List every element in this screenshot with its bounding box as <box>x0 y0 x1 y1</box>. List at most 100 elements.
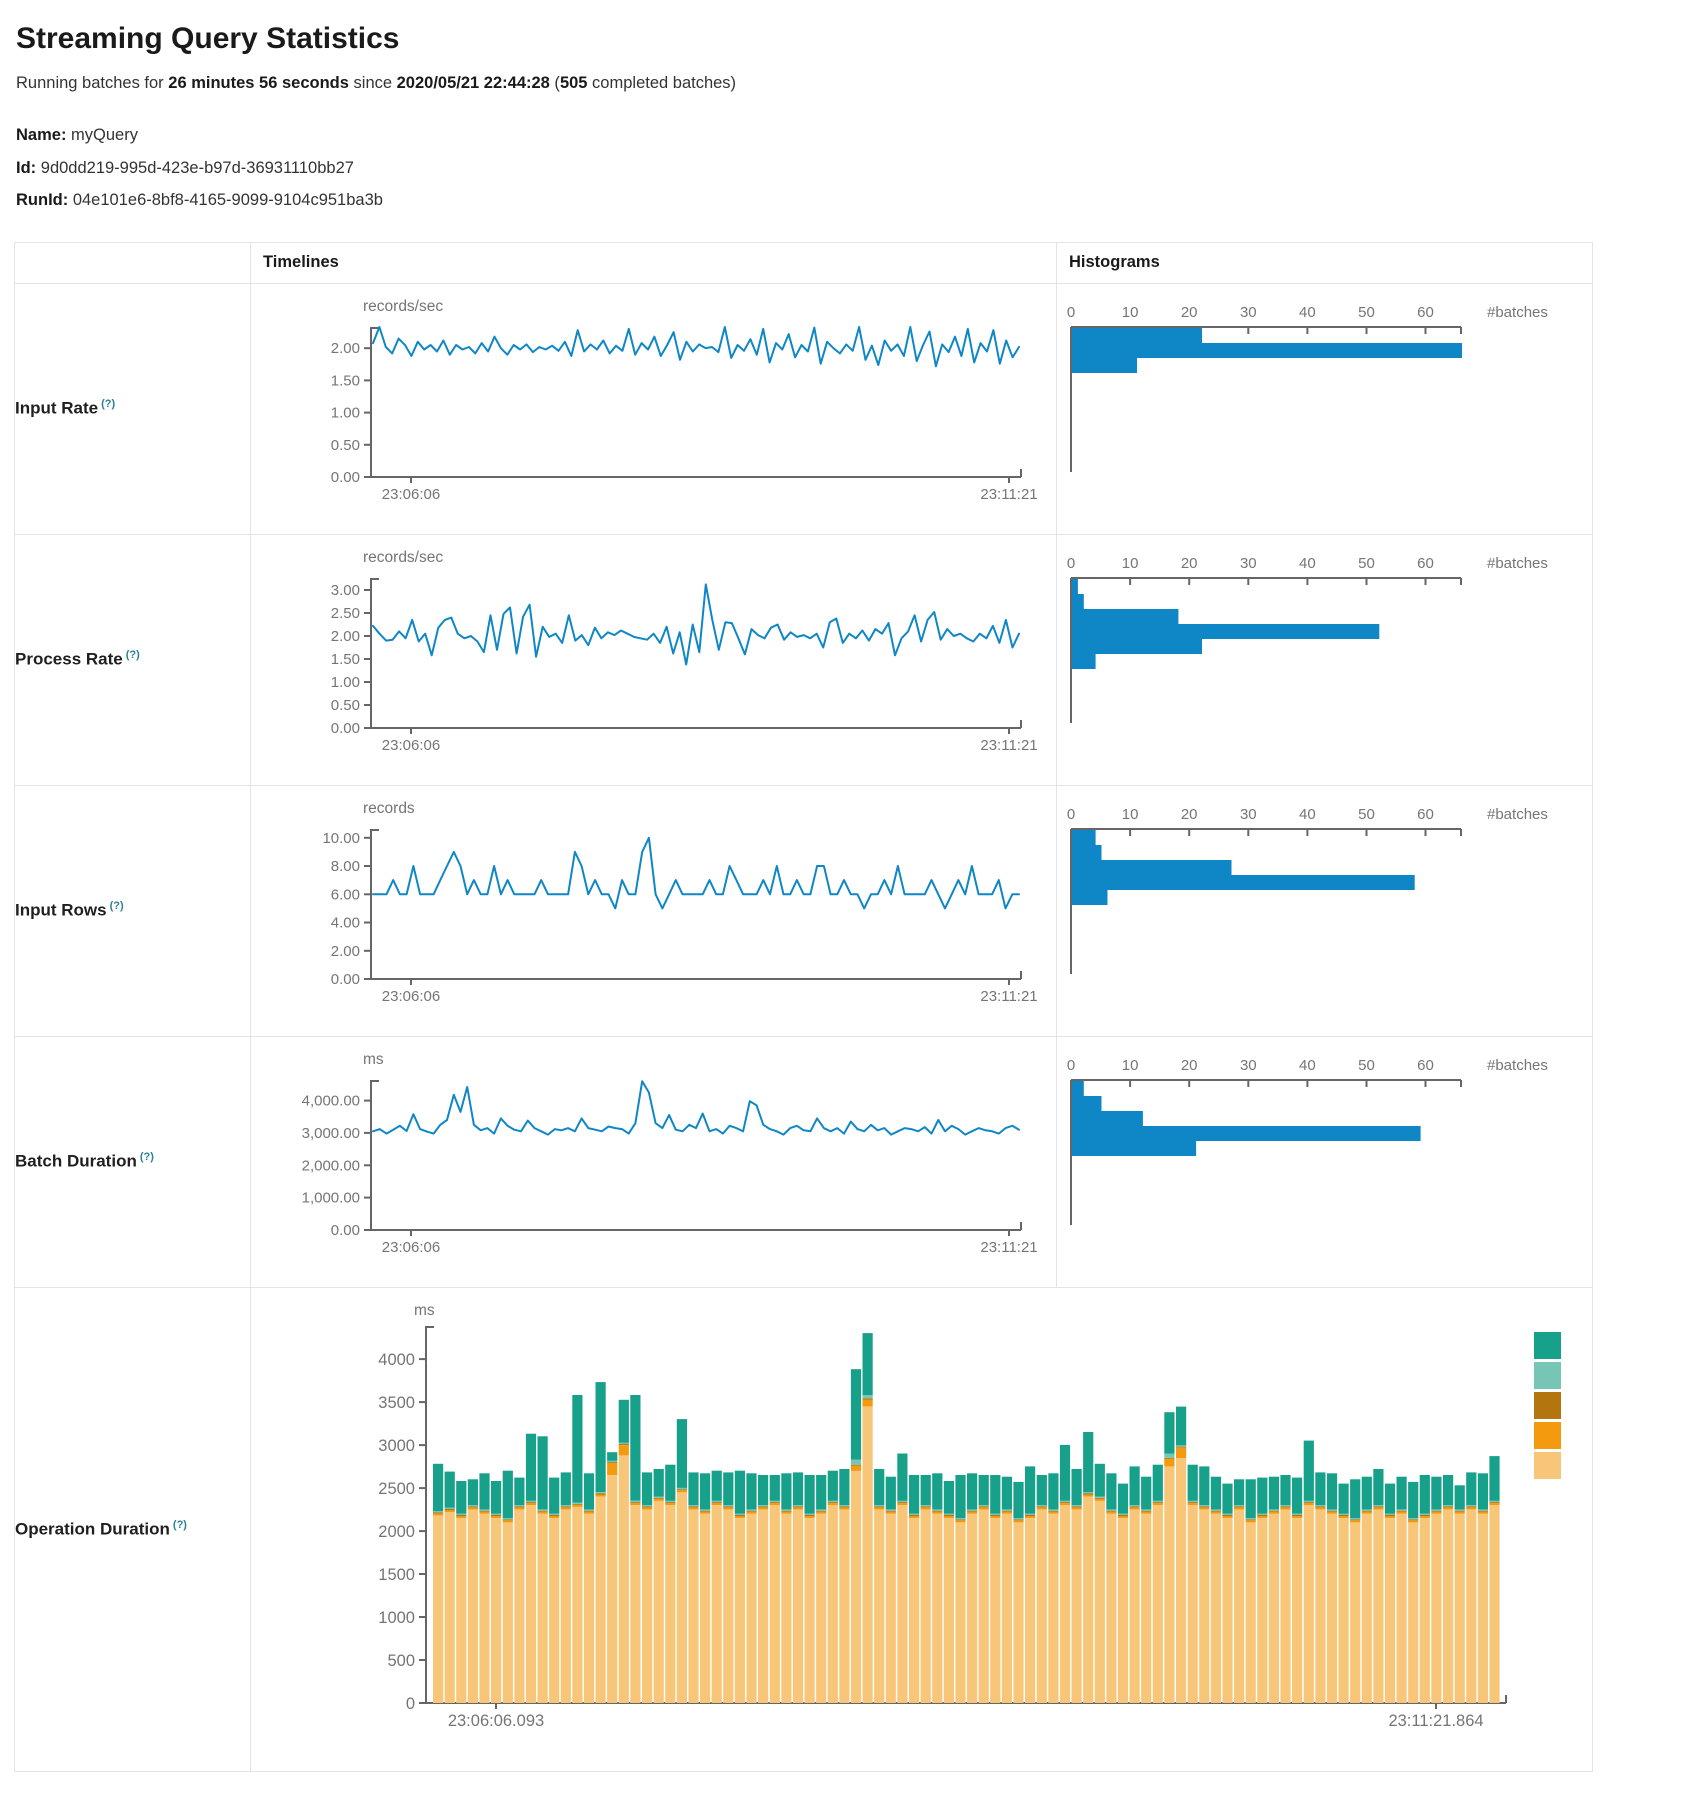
stacked-bar-tan-segment <box>502 1522 513 1703</box>
stacked-bar-dark-orange-segment <box>1094 1497 1105 1499</box>
stacked-bar-tan-segment <box>827 1504 838 1703</box>
operation-duration-help-icon[interactable]: (?) <box>172 1518 187 1531</box>
stacked-bar-teal-segment <box>1187 1464 1198 1501</box>
stacked-bar-teal-segment <box>839 1468 850 1505</box>
stacked-bar-dark-orange-segment <box>967 1510 978 1512</box>
stacked-bar-orange-segment <box>537 1511 548 1514</box>
stacked-bar-teal-segment <box>665 1464 676 1501</box>
input-rate-help-icon[interactable]: (?) <box>101 398 116 411</box>
stacked-bar-orange-segment <box>700 1511 711 1514</box>
x-axis-end-label: 23:11:21 <box>980 1239 1037 1256</box>
stacked-bar-dark-orange-segment <box>839 1506 850 1508</box>
histogram-bar <box>1072 1080 1084 1096</box>
stacked-bar-tan-segment <box>1141 1513 1152 1703</box>
row-label-process-rate: Process Rate <box>15 650 123 670</box>
legend-swatch-teal[interactable] <box>1534 1331 1561 1359</box>
stacked-bar-teal-segment <box>1025 1466 1036 1514</box>
stacked-bar-dark-orange-segment <box>781 1510 792 1512</box>
statistics-table: Timelines Histograms Input Rate (?) recor… <box>14 241 1593 1772</box>
stacked-bar-dark-orange-segment <box>572 1503 583 1505</box>
stacked-bar-orange-segment <box>467 1507 478 1510</box>
stacked-bar-orange-segment <box>978 1507 989 1510</box>
stacked-bar-teal-segment <box>618 1399 629 1443</box>
stacked-bar-orange-segment <box>491 1515 502 1518</box>
input-rows-help-icon[interactable]: (?) <box>109 900 124 913</box>
stacked-bar-dark-orange-segment <box>1001 1510 1012 1512</box>
stacked-bar-light-teal-segment <box>642 1504 653 1507</box>
stacked-bar-light-teal-segment <box>607 1460 618 1462</box>
stacked-bar-tan-segment <box>758 1509 769 1703</box>
stacked-bar-light-teal-segment <box>479 1509 490 1511</box>
stacked-bar-dark-orange-segment <box>1187 1501 1198 1503</box>
stacked-bar-orange-segment <box>746 1511 757 1514</box>
stacked-bar-teal-segment <box>700 1472 711 1510</box>
svg-text:50: 50 <box>1358 806 1375 823</box>
stacked-bar-dark-orange-segment <box>1477 1510 1488 1512</box>
input-rows-histogram-chart: #batches 0 10 20 30 40 50 60 <box>1057 786 1592 1036</box>
y-axis <box>370 828 379 979</box>
stacked-bar-tan-segment <box>572 1506 583 1703</box>
stacked-bar-tan-segment <box>595 1496 606 1703</box>
stacked-bar-dark-orange-segment <box>932 1510 943 1512</box>
stacked-bar-orange-segment <box>1419 1515 1430 1518</box>
stacked-bar-orange-segment <box>990 1515 1001 1518</box>
histogram-bar <box>1072 1140 1197 1156</box>
row-label-cell: Process Rate (?) <box>14 533 251 786</box>
stacked-bar-teal-segment <box>537 1435 548 1510</box>
stacked-bar-light-teal-segment <box>792 1504 804 1507</box>
stacked-bar-tan-segment <box>583 1513 595 1703</box>
stacked-bar-teal-segment <box>479 1472 490 1510</box>
stacked-bar-teal-segment <box>583 1472 595 1510</box>
stacked-bar-tan-segment <box>734 1517 745 1703</box>
svg-text:1.50: 1.50 <box>331 372 360 389</box>
legend-swatch-orange[interactable] <box>1534 1421 1561 1449</box>
stacked-bar-dark-orange-segment <box>618 1443 629 1445</box>
table-row-input-rate: Input Rate (?) records/sec 2.00 1.50 1.00 0.5… <box>14 282 1593 535</box>
stacked-bar-teal-segment <box>769 1474 780 1501</box>
batch-duration-help-icon[interactable]: (?) <box>139 1151 154 1164</box>
stacked-bar-dark-orange-segment <box>1164 1457 1175 1459</box>
svg-text:20: 20 <box>1181 555 1198 572</box>
stacked-bar-tan-segment <box>491 1517 502 1703</box>
svg-text:40: 40 <box>1299 555 1316 572</box>
stacked-bar-light-teal-segment <box>850 1459 862 1465</box>
histogram-bar <box>1072 1125 1421 1141</box>
stacked-bar-light-teal-segment <box>1234 1504 1245 1507</box>
svg-text:20: 20 <box>1181 304 1198 321</box>
stacked-bar-dark-orange-segment <box>1431 1510 1442 1512</box>
svg-text:4000: 4000 <box>378 1351 415 1369</box>
stacked-bar-dark-orange-segment <box>1210 1510 1221 1512</box>
stacked-bar-dark-orange-segment <box>607 1461 618 1463</box>
stacked-bar-light-teal-segment <box>688 1504 699 1507</box>
svg-text:3500: 3500 <box>378 1394 415 1412</box>
svg-text:4.00: 4.00 <box>331 914 360 931</box>
stacked-bar-dark-orange-segment <box>1326 1510 1338 1512</box>
stacked-bar-tan-segment <box>781 1513 792 1703</box>
histogram-bar <box>1072 859 1232 875</box>
stacked-bar-light-teal-segment <box>990 1513 1001 1515</box>
legend-swatch-tan[interactable] <box>1534 1451 1561 1479</box>
svg-text:2500: 2500 <box>378 1480 415 1498</box>
query-runid-value: 04e101e6-8bf8-4165-9099-9104c951ba3b <box>72 191 383 210</box>
legend-swatch-dark_orange[interactable] <box>1534 1391 1561 1419</box>
svg-text:30: 30 <box>1240 555 1257 572</box>
svg-text:50: 50 <box>1358 1057 1375 1074</box>
stacked-bar-teal-segment <box>1443 1474 1454 1505</box>
legend-swatch-light_teal[interactable] <box>1534 1361 1561 1389</box>
stacked-bar-teal-segment <box>932 1472 943 1510</box>
stacked-bar-orange-segment <box>1408 1519 1419 1523</box>
svg-text:20: 20 <box>1181 1057 1198 1074</box>
stacked-bar-dark-orange-segment <box>816 1510 827 1512</box>
stacked-bar-tan-segment <box>525 1504 537 1703</box>
stacked-bar-tan-segment <box>943 1517 954 1703</box>
stacked-bar-light-teal-segment <box>1303 1500 1314 1502</box>
run-summary-prefix: Running batches for <box>16 74 169 92</box>
stacked-bar-teal-segment <box>781 1472 792 1510</box>
y-axis <box>370 326 379 477</box>
stacked-bar-orange-segment <box>862 1399 873 1407</box>
stacked-bar-teal-segment <box>862 1332 873 1395</box>
operation-duration-chart: ms 4000 3500 3000 2500 2000 1500 1000 500 0 23:06:… <box>251 1288 1592 1771</box>
stacked-bar-light-teal-segment <box>932 1509 943 1511</box>
process-rate-help-icon[interactable]: (?) <box>125 649 140 662</box>
stacked-bar-orange-segment <box>572 1504 583 1507</box>
